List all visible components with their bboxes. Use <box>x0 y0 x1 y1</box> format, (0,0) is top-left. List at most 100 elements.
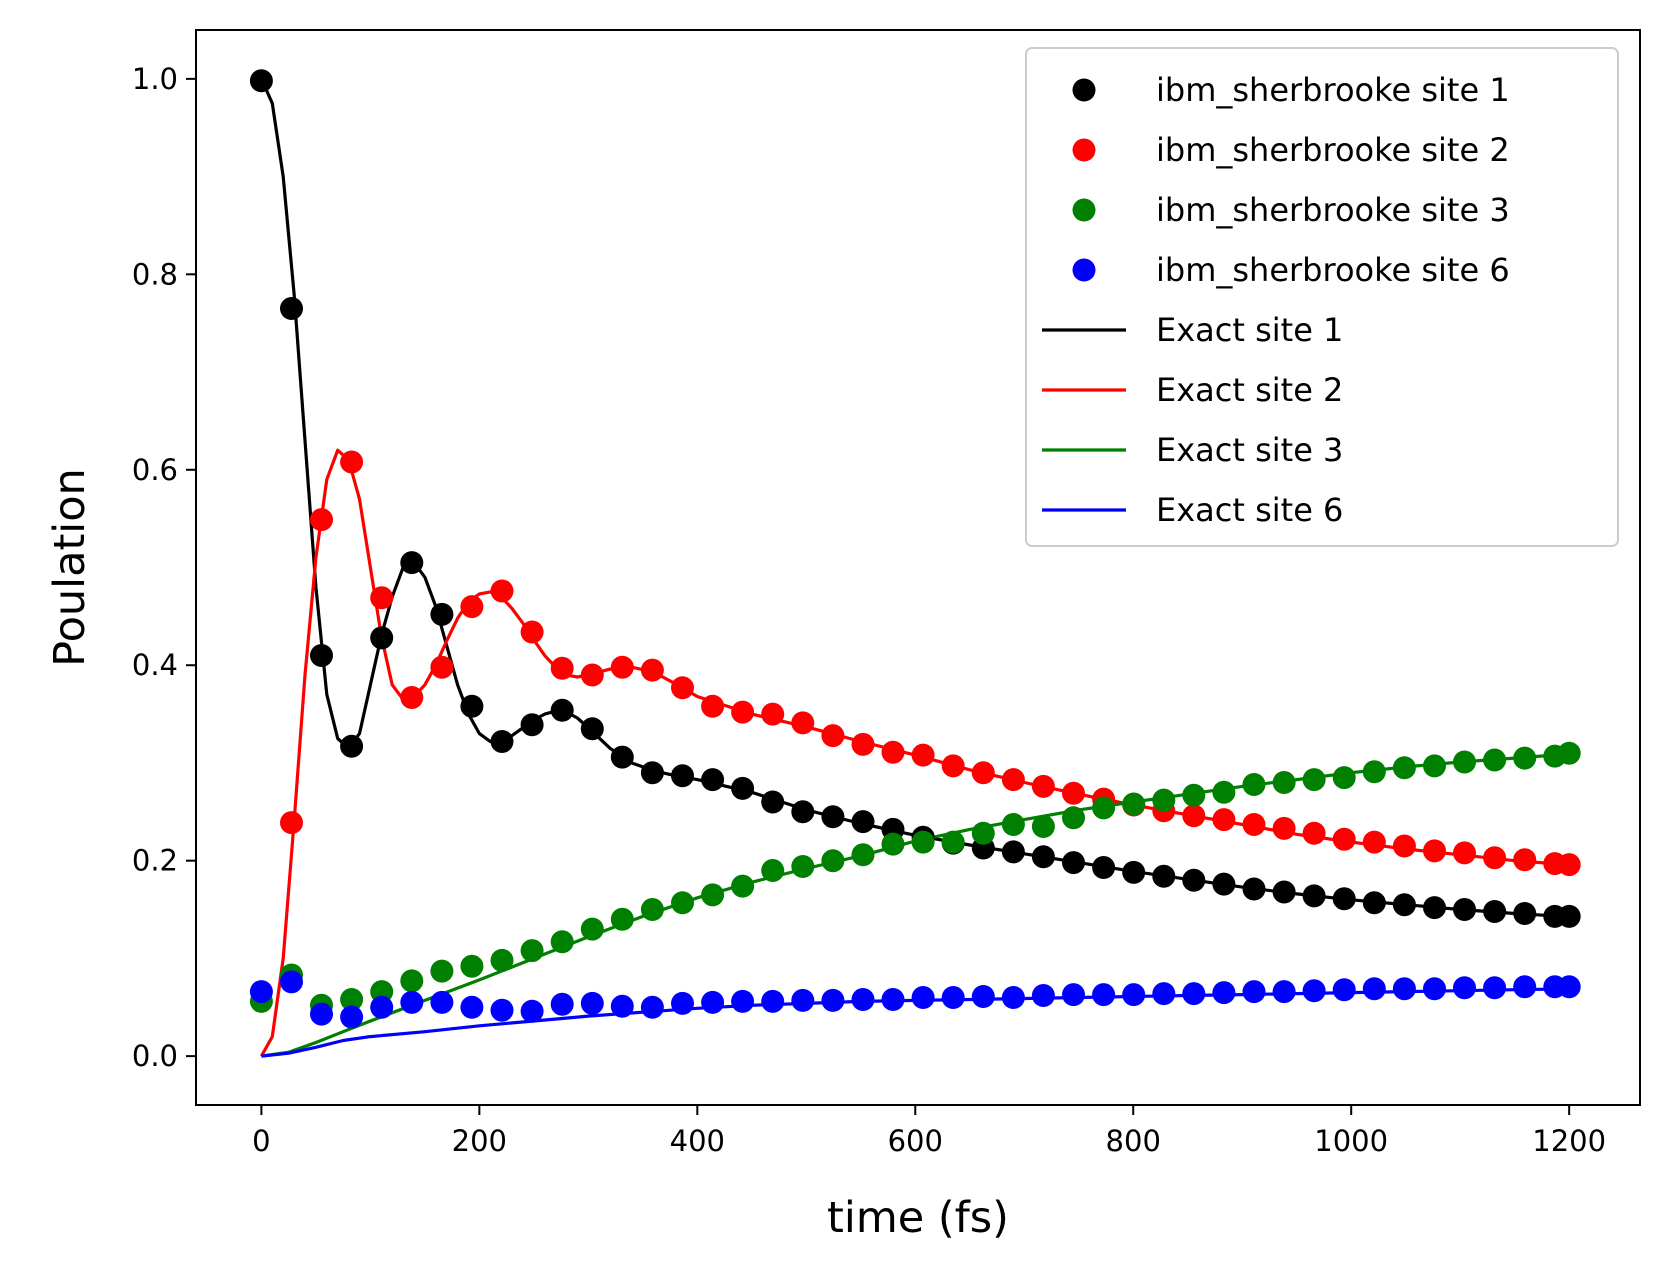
data-point-series-3 <box>1453 750 1476 774</box>
y-axis-label: Poulation <box>45 468 95 667</box>
plot-frame <box>195 29 1641 1106</box>
data-point-series-1 <box>1453 898 1476 921</box>
data-point-series-3 <box>761 859 785 882</box>
data-point-series-2 <box>881 740 905 764</box>
data-point-series-2 <box>671 676 694 700</box>
data-point-series-3 <box>340 988 364 1011</box>
data-point-series-4 <box>580 991 604 1015</box>
data-point-series-4 <box>1392 977 1416 1001</box>
data-point-series-4 <box>1182 982 1206 1006</box>
data-point-series-2 <box>701 694 725 718</box>
data-point-series-3 <box>1302 768 1326 792</box>
legend-swatch <box>1072 78 1096 102</box>
data-point-series-2 <box>1062 781 1085 805</box>
data-point-series-3 <box>821 849 845 873</box>
data-point-series-1 <box>1152 864 1176 888</box>
legend-label: Exact site 2 <box>1156 371 1343 409</box>
data-point-series-2 <box>640 658 664 682</box>
x-tick-label: 400 <box>670 1124 725 1158</box>
data-point-series-3 <box>791 855 815 878</box>
data-point-series-3 <box>1423 754 1446 778</box>
data-point-series-4 <box>280 970 303 994</box>
data-point-series-4 <box>761 989 785 1013</box>
y-tick-label: 0.0 <box>132 1039 178 1073</box>
data-point-series-4 <box>1513 975 1537 999</box>
data-point-series-4 <box>971 985 995 1008</box>
data-point-series-4 <box>400 990 424 1014</box>
data-point-series-3 <box>1362 760 1386 784</box>
data-point-series-2 <box>1182 804 1206 828</box>
y-tick-label: 1.0 <box>132 62 178 96</box>
data-point-series-1 <box>1001 840 1025 864</box>
data-point-series-3 <box>1122 792 1146 816</box>
data-point-series-1 <box>490 730 514 753</box>
data-point-series-2 <box>1453 841 1476 865</box>
data-point-series-2 <box>370 586 394 610</box>
data-point-series-3 <box>430 959 454 983</box>
legend-label: ibm_sherbrooke site 6 <box>1156 251 1510 289</box>
data-point-series-4 <box>941 986 965 1009</box>
data-point-series-4 <box>791 988 815 1012</box>
data-point-series-2 <box>1557 853 1581 877</box>
data-point-series-3 <box>911 830 935 854</box>
data-point-series-3 <box>1483 748 1507 772</box>
data-point-series-1 <box>580 717 604 741</box>
data-point-series-2 <box>911 743 935 767</box>
data-point-series-2 <box>520 620 544 644</box>
data-point-series-3 <box>671 891 694 915</box>
data-point-series-3 <box>1001 813 1025 836</box>
data-point-series-1 <box>791 800 815 824</box>
data-point-series-4 <box>249 980 273 1004</box>
data-point-series-2 <box>731 700 755 724</box>
legend-label: ibm_sherbrooke site 3 <box>1156 191 1510 229</box>
data-point-series-4 <box>821 988 845 1012</box>
data-point-series-3 <box>881 832 905 856</box>
data-point-series-2 <box>1332 827 1356 851</box>
data-point-series-3 <box>520 939 544 963</box>
data-point-series-2 <box>490 579 514 603</box>
data-point-series-1 <box>400 551 424 575</box>
series-markers <box>249 69 1581 1029</box>
data-point-series-1 <box>1332 887 1356 911</box>
data-point-series-1 <box>430 602 454 626</box>
data-point-series-2 <box>1392 834 1416 858</box>
data-point-series-1 <box>370 626 394 650</box>
x-tick-label: 800 <box>1106 1124 1161 1158</box>
data-point-series-2 <box>851 732 875 756</box>
data-point-series-4 <box>911 986 935 1009</box>
x-axis-label: time (fs) <box>827 1193 1009 1243</box>
x-tick-label: 0 <box>252 1124 270 1158</box>
data-point-series-3 <box>400 969 424 993</box>
data-point-series-4 <box>671 991 694 1015</box>
data-point-series-1 <box>1557 904 1581 928</box>
data-point-series-3 <box>610 907 634 931</box>
data-point-series-1 <box>1423 896 1446 920</box>
data-point-series-3 <box>490 948 514 972</box>
data-point-series-2 <box>1031 774 1055 798</box>
data-point-series-1 <box>1212 872 1236 896</box>
data-point-series-1 <box>1242 877 1266 901</box>
data-point-series-4 <box>1272 980 1296 1004</box>
data-point-series-1 <box>701 768 725 792</box>
data-point-series-3 <box>580 917 604 941</box>
data-point-series-2 <box>761 702 785 726</box>
data-point-series-2 <box>1423 839 1446 863</box>
data-point-series-4 <box>460 995 484 1019</box>
data-point-series-1 <box>1062 851 1085 875</box>
data-point-series-4 <box>610 994 634 1018</box>
data-point-series-4 <box>1423 977 1446 1001</box>
data-point-series-2 <box>821 724 845 748</box>
data-point-series-1 <box>460 694 484 718</box>
data-point-series-2 <box>280 811 303 835</box>
data-point-series-4 <box>1062 983 1085 1007</box>
data-point-series-1 <box>1513 902 1537 925</box>
legend-label: ibm_sherbrooke site 1 <box>1156 71 1510 109</box>
data-point-series-3 <box>1557 741 1581 765</box>
data-point-series-4 <box>1242 980 1266 1004</box>
y-axis: 0.0 0.2 0.4 0.6 0.8 1.0 <box>132 62 196 1073</box>
data-point-series-4 <box>640 995 664 1019</box>
data-point-series-1 <box>1272 880 1296 904</box>
data-point-series-3 <box>550 930 574 954</box>
data-point-series-2 <box>1483 846 1507 870</box>
